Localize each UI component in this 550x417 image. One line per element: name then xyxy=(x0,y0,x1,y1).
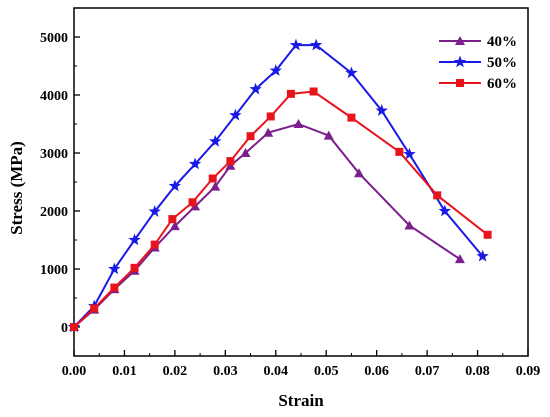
x-tick-label: 0.00 xyxy=(62,364,87,379)
data-point xyxy=(209,134,222,147)
series-60pct xyxy=(70,87,492,331)
data-point xyxy=(148,205,161,217)
legend-marker xyxy=(455,36,465,45)
legend-label: 40% xyxy=(487,34,517,50)
data-point xyxy=(476,249,489,262)
legend-item: 60% xyxy=(439,76,517,92)
data-point xyxy=(226,157,235,166)
series-40pct xyxy=(69,119,465,331)
y-tick-label: 4000 xyxy=(40,89,68,104)
legend-label: 60% xyxy=(487,76,517,92)
legend-label: 50% xyxy=(487,55,517,71)
data-point xyxy=(168,179,182,192)
data-point xyxy=(266,112,275,121)
legend-item: 50% xyxy=(439,55,517,71)
series-line xyxy=(73,122,461,328)
data-point xyxy=(483,230,492,239)
data-point xyxy=(289,38,303,51)
data-point xyxy=(210,181,221,191)
x-tick-label: 0.02 xyxy=(163,364,188,379)
data-point xyxy=(263,127,274,137)
data-point xyxy=(249,82,262,95)
y-axis-ticks: 0 1000 2000 3000 4000 5000 xyxy=(40,7,80,357)
legend-marker xyxy=(456,79,464,87)
data-point xyxy=(130,263,139,272)
data-point xyxy=(246,132,255,141)
x-tick-label: 0.03 xyxy=(213,364,238,379)
data-point xyxy=(375,104,388,116)
y-tick-label: 5000 xyxy=(40,31,68,46)
data-point xyxy=(208,174,217,183)
data-point xyxy=(128,233,141,246)
data-point xyxy=(309,87,318,96)
data-point xyxy=(354,168,365,178)
data-point xyxy=(240,148,251,157)
x-axis-title: Strain xyxy=(278,391,324,410)
x-tick-label: 0.09 xyxy=(516,364,541,379)
data-point xyxy=(395,147,404,156)
data-point xyxy=(70,323,78,331)
series-50pct xyxy=(67,38,489,333)
data-point xyxy=(269,64,282,76)
data-point xyxy=(404,220,415,230)
data-point xyxy=(345,66,358,79)
x-tick-label: 0.08 xyxy=(465,364,490,379)
data-point xyxy=(403,147,416,160)
data-point xyxy=(108,262,121,275)
data-point xyxy=(169,221,180,231)
data-point xyxy=(309,38,323,51)
data-point xyxy=(438,204,451,217)
legend-marker xyxy=(453,55,467,68)
series-line xyxy=(73,90,489,328)
series-layer xyxy=(67,38,492,333)
data-point xyxy=(168,215,177,224)
data-point xyxy=(454,254,465,264)
x-tick-label: 0.04 xyxy=(264,364,289,379)
data-point xyxy=(225,160,236,170)
data-point xyxy=(293,119,304,128)
y-tick-label: 3000 xyxy=(40,147,68,162)
legend: 40% 50% 60% xyxy=(439,34,517,92)
data-point xyxy=(433,191,442,200)
data-point xyxy=(150,240,159,249)
y-tick-label: 2000 xyxy=(40,205,68,220)
data-point xyxy=(188,198,197,207)
data-point xyxy=(90,304,99,313)
y-tick-label: 0 xyxy=(61,321,68,336)
x-tick-label: 0.06 xyxy=(364,364,389,379)
data-point xyxy=(323,130,334,140)
data-point xyxy=(110,283,119,292)
x-tick-label: 0.05 xyxy=(314,364,339,379)
y-axis-title: Stress (MPa) xyxy=(7,141,26,235)
x-tick-label: 0.07 xyxy=(415,364,440,379)
data-point xyxy=(188,157,202,170)
series-line xyxy=(73,44,484,328)
x-tick-label: 0.01 xyxy=(112,364,137,379)
data-point xyxy=(286,89,295,98)
data-point xyxy=(229,108,242,121)
x-axis-ticks: 0.00 0.01 0.02 0.03 0.04 0.05 0.06 0.07 0.08 0.09 xyxy=(62,350,541,379)
y-tick-label: 1000 xyxy=(40,263,68,278)
data-point xyxy=(347,113,356,122)
legend-item: 40% xyxy=(439,34,517,50)
